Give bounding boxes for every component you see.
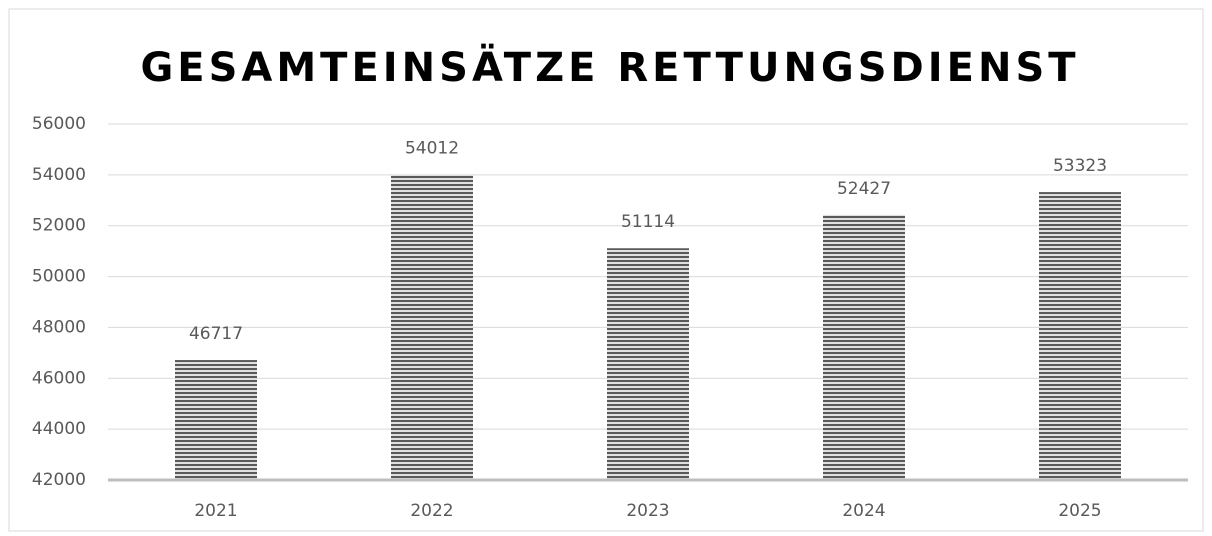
data-label: 54012 <box>405 139 459 159</box>
bar <box>391 174 473 480</box>
bar <box>175 360 257 480</box>
bar <box>823 214 905 480</box>
y-tick-label: 52000 <box>32 216 86 236</box>
x-tick-label: 2023 <box>626 501 669 521</box>
x-tick-label: 2021 <box>194 501 237 521</box>
bar <box>1039 192 1121 481</box>
y-tick-label: 50000 <box>32 267 86 287</box>
chart-title: GESAMTEINSÄTZE RETTUNGSDIENST <box>140 43 1079 91</box>
y-tick-label: 48000 <box>32 317 86 337</box>
y-tick-label: 54000 <box>32 165 86 185</box>
data-label: 46717 <box>189 324 243 344</box>
data-label: 52427 <box>837 179 891 199</box>
y-tick-label: 42000 <box>32 470 86 490</box>
x-tick-label: 2024 <box>842 501 885 521</box>
data-label: 51114 <box>621 212 675 232</box>
y-tick-label: 44000 <box>32 419 86 439</box>
y-tick-label: 56000 <box>32 114 86 134</box>
bar <box>607 248 689 480</box>
data-label: 53323 <box>1053 156 1107 176</box>
y-tick-label: 46000 <box>32 368 86 388</box>
x-tick-label: 2022 <box>410 501 453 521</box>
x-tick-label: 2025 <box>1058 501 1101 521</box>
